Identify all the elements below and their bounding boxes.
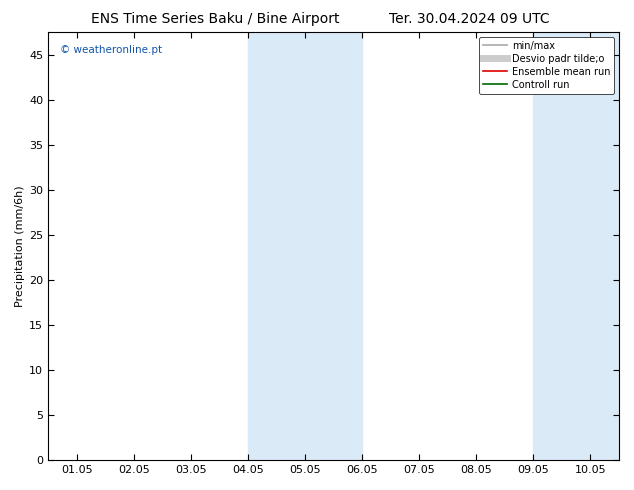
Bar bbox=[533, 32, 619, 460]
Text: Ter. 30.04.2024 09 UTC: Ter. 30.04.2024 09 UTC bbox=[389, 12, 550, 26]
Y-axis label: Precipitation (mm/6h): Precipitation (mm/6h) bbox=[15, 185, 25, 307]
Bar bbox=[248, 32, 362, 460]
Text: © weatheronline.pt: © weatheronline.pt bbox=[60, 45, 162, 55]
Text: ENS Time Series Baku / Bine Airport: ENS Time Series Baku / Bine Airport bbox=[91, 12, 340, 26]
Legend: min/max, Desvio padr tilde;o, Ensemble mean run, Controll run: min/max, Desvio padr tilde;o, Ensemble m… bbox=[479, 37, 614, 94]
